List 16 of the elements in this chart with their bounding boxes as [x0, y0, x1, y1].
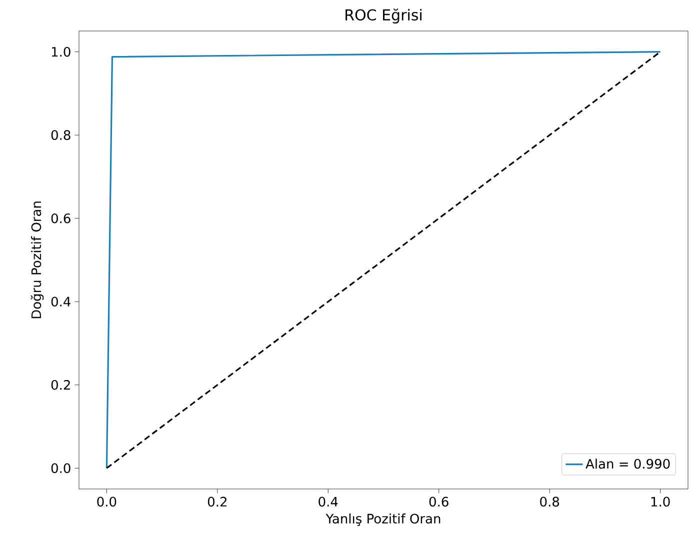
y-tick-label: 0.8 [51, 130, 70, 140]
legend-label: Alan = 0.990 [586, 458, 670, 469]
y-tick-label: 0.4 [51, 296, 70, 307]
x-tick-label: 0.6 [429, 496, 448, 507]
x-tick-label: 0.8 [540, 496, 560, 507]
y-tick-label: 0.0 [51, 463, 70, 474]
x-tick-label: 0.0 [97, 496, 116, 507]
x-axis-title: Yanlış Pozitif Oran [326, 513, 440, 526]
y-tick-label: 0.2 [51, 380, 70, 390]
y-tick-label: 1.0 [52, 46, 70, 57]
x-tick-label: 0.4 [318, 496, 338, 507]
y-tick-label: 0.6 [51, 213, 70, 224]
y-axis-title: Doğru Pozitif Oran [30, 202, 44, 318]
chart-title: ROC Eğrisi [346, 8, 422, 24]
x-tick-label: 0.2 [208, 496, 226, 507]
x-tick-label: 1.0 [651, 496, 670, 507]
